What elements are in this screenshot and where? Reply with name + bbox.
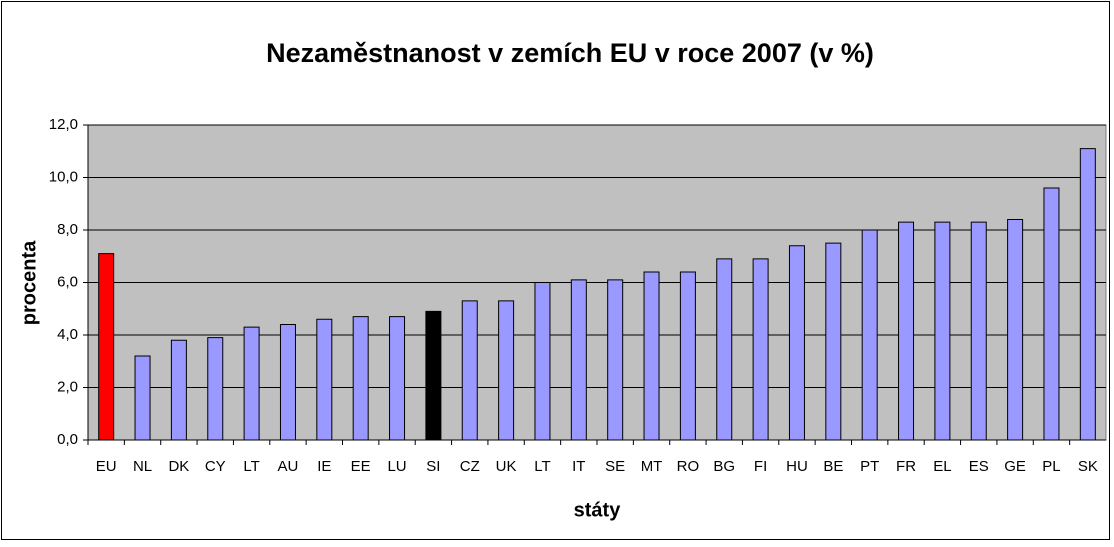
y-axis-title: procenta — [18, 240, 40, 325]
bar — [1007, 219, 1024, 441]
y-tick-label: 0,0 — [57, 431, 78, 448]
bar — [970, 221, 987, 441]
x-tick-label: FR — [896, 458, 916, 475]
bar — [389, 316, 406, 441]
x-tick-label: ES — [969, 458, 989, 475]
bar — [643, 271, 660, 441]
x-tick-label: IE — [317, 458, 331, 475]
x-tick-label: LT — [243, 458, 259, 475]
bar — [461, 300, 478, 441]
x-tick-label: LU — [387, 458, 406, 475]
x-tick-label: RO — [677, 458, 700, 475]
x-tick-label: UK — [496, 458, 517, 475]
bar — [1079, 148, 1096, 441]
x-tick-label: EE — [351, 458, 371, 475]
bar — [716, 258, 733, 441]
y-tick-label: 2,0 — [57, 378, 78, 395]
bar — [534, 282, 551, 441]
x-tick-label: EL — [933, 458, 951, 475]
x-tick-label: HU — [786, 458, 808, 475]
bar — [825, 242, 842, 441]
bar — [898, 221, 915, 441]
x-tick-label: BG — [713, 458, 735, 475]
y-tick-label: 8,0 — [57, 221, 78, 238]
bar — [425, 310, 442, 441]
bar — [207, 337, 224, 441]
bar — [352, 316, 369, 441]
bar — [607, 279, 624, 441]
x-tick-label: PL — [1042, 458, 1060, 475]
y-tick-label: 6,0 — [57, 273, 78, 290]
bar — [752, 258, 769, 441]
x-tick-label: EU — [96, 458, 117, 475]
bar — [679, 271, 696, 441]
x-tick-label: FI — [754, 458, 767, 475]
bar — [134, 355, 151, 441]
bar — [861, 229, 878, 441]
x-tick-label: PT — [860, 458, 879, 475]
x-tick-label: BE — [823, 458, 843, 475]
bar — [788, 245, 805, 441]
bar — [1043, 187, 1060, 441]
x-tick-label: CY — [205, 458, 226, 475]
bar — [316, 318, 333, 441]
chart-title: Nezaměstnanost v zemích EU v roce 2007 (… — [266, 38, 874, 68]
bar — [170, 339, 187, 441]
x-tick-label: SE — [605, 458, 625, 475]
y-tick-label: 10,0 — [49, 168, 78, 185]
x-tick-label: CZ — [460, 458, 480, 475]
bar — [98, 253, 115, 441]
y-tick-label: 4,0 — [57, 326, 78, 343]
x-tick-label: SK — [1078, 458, 1098, 475]
x-tick-label: MT — [641, 458, 663, 475]
x-tick-label: IT — [572, 458, 585, 475]
bar — [498, 300, 515, 441]
bar — [243, 326, 260, 441]
x-tick-label: AU — [278, 458, 299, 475]
y-tick-label: 12,0 — [49, 116, 78, 133]
x-tick-label: GE — [1004, 458, 1026, 475]
bar — [279, 324, 296, 441]
x-tick-label: LT — [534, 458, 550, 475]
x-tick-label: SI — [426, 458, 440, 475]
x-axis-title: státy — [574, 499, 622, 521]
bar — [934, 221, 951, 441]
x-tick-label: NL — [133, 458, 152, 475]
x-tick-label: DK — [168, 458, 189, 475]
bar — [570, 279, 587, 441]
